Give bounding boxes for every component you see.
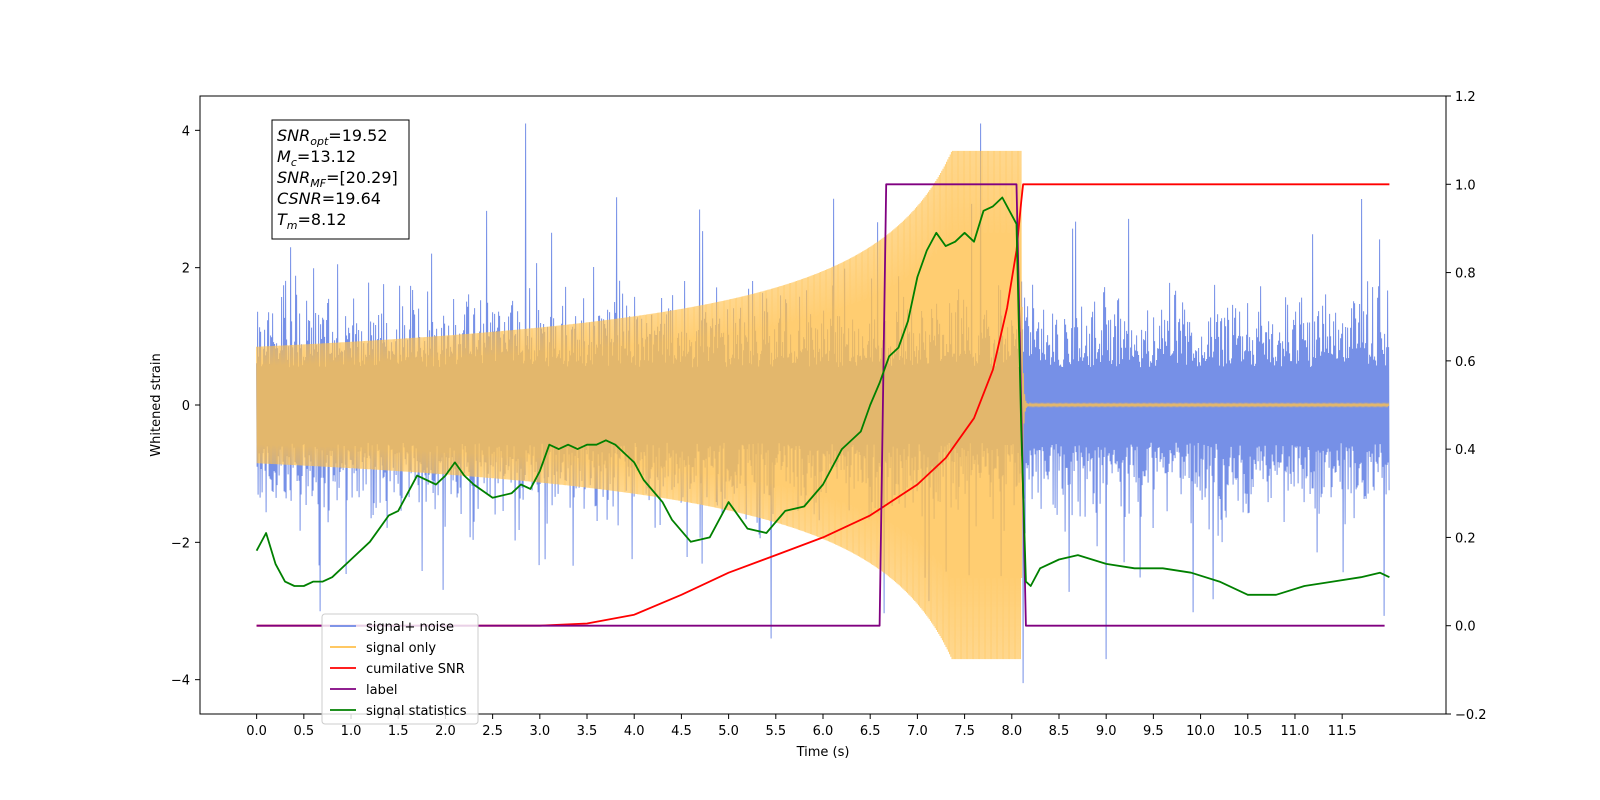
x-axis-label: Time (s)	[796, 745, 850, 760]
x-tick-label: 1.5	[388, 724, 409, 739]
x-tick-label: 8.0	[1001, 724, 1022, 739]
y2-tick-label: 0.2	[1455, 531, 1476, 546]
y2-tick-label: 0.0	[1455, 620, 1476, 635]
y2-tick-label: −0.2	[1455, 708, 1487, 723]
legend-entry-label: signal statistics	[366, 704, 467, 719]
y-axis: −4 −2 0 2 4	[171, 124, 200, 689]
series-signal-statistics-line	[255, 196, 1390, 596]
info-box-frame	[271, 119, 410, 240]
x-tick-label: 4.0	[624, 724, 645, 739]
x-tick-label: 0.5	[293, 724, 314, 739]
x-tick-label: 5.5	[765, 724, 786, 739]
y2-axis: −0.2 0.0 0.2 0.4 0.6 0.8 1.0 1.2	[1446, 90, 1487, 723]
x-tick-label: 10.0	[1186, 724, 1215, 739]
series-signal-only-line	[256, 150, 1390, 660]
x-tick-label: 7.0	[907, 724, 928, 739]
info-line: CSNR=19.64	[277, 189, 381, 208]
x-tick-label: 9.0	[1096, 724, 1117, 739]
x-tick-label: 3.0	[529, 724, 550, 739]
x-tick-label: 6.0	[813, 724, 834, 739]
x-tick-label: 2.0	[435, 724, 456, 739]
y-tick-label: −2	[171, 536, 190, 551]
y-tick-label: 0	[182, 399, 190, 414]
info-line: SNRMF=[20.29]	[277, 168, 398, 190]
series-layer	[255, 123, 1390, 684]
legend-entry-label: signal+ noise	[366, 620, 454, 635]
x-tick-label: 11.5	[1328, 724, 1357, 739]
x-tick-label: 6.5	[860, 724, 881, 739]
x-tick-label: 5.0	[718, 724, 739, 739]
x-tick-label: 7.5	[954, 724, 975, 739]
x-tick-label: 2.5	[482, 724, 503, 739]
info-line: SNRopt=19.52	[277, 126, 388, 148]
x-tick-label: 8.5	[1049, 724, 1070, 739]
info-line: Mc=13.12	[277, 147, 356, 169]
info-line: Tm=8.12	[277, 210, 347, 232]
y-axis-label: Whitened strain	[149, 353, 164, 456]
info-box: SNRopt=19.52Mc=13.12SNRMF=[20.29]CSNR=19…	[271, 119, 410, 240]
legend-entry-label: cumilative SNR	[366, 662, 465, 677]
y-tick-label: 2	[182, 262, 190, 277]
x-tick-label: 1.0	[341, 724, 362, 739]
series-label-line	[256, 183, 1385, 627]
legend-frame	[321, 613, 479, 725]
y2-tick-label: 0.6	[1455, 355, 1476, 370]
legend: signal+ noise signal only cumilative SNR la…	[321, 613, 479, 725]
x-tick-label: 0.0	[246, 724, 267, 739]
y2-tick-label: 0.4	[1455, 443, 1476, 458]
x-tick-label: 3.5	[577, 724, 598, 739]
x-tick-label: 9.5	[1143, 724, 1164, 739]
y2-tick-label: 1.2	[1455, 90, 1476, 105]
x-tick-label: 10.5	[1233, 724, 1262, 739]
legend-entry-label: label	[366, 683, 397, 698]
y2-tick-label: 1.0	[1455, 178, 1476, 193]
legend-entry-label: signal only	[366, 641, 436, 656]
y-tick-label: 4	[182, 124, 190, 139]
x-tick-label: 11.0	[1280, 724, 1309, 739]
x-axis: 0.0 0.5 1.0 1.5 2.0 2.5 3.0 3.5 4.0 4.5 5.0 5.5 6.0 6…	[246, 714, 1357, 739]
x-tick-label: 4.5	[671, 724, 692, 739]
y-tick-label: −4	[171, 674, 190, 689]
y2-tick-label: 0.8	[1455, 267, 1476, 282]
